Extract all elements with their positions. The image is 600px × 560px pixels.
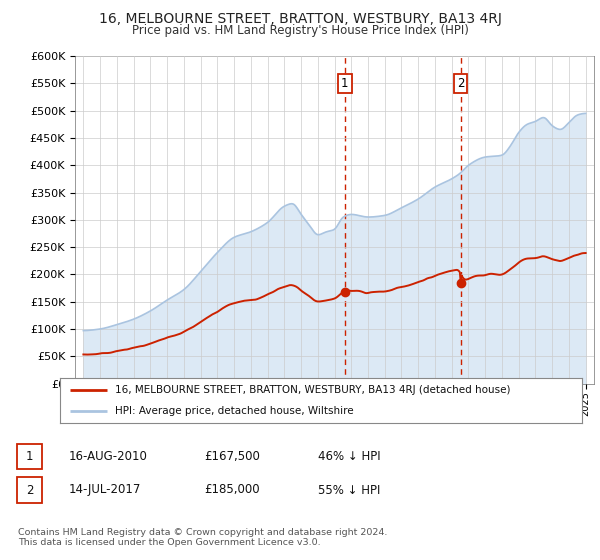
Text: Price paid vs. HM Land Registry's House Price Index (HPI): Price paid vs. HM Land Registry's House … bbox=[131, 24, 469, 36]
Text: 16, MELBOURNE STREET, BRATTON, WESTBURY, BA13 4RJ (detached house): 16, MELBOURNE STREET, BRATTON, WESTBURY,… bbox=[115, 385, 511, 395]
Text: HPI: Average price, detached house, Wiltshire: HPI: Average price, detached house, Wilt… bbox=[115, 405, 353, 416]
Text: £167,500: £167,500 bbox=[204, 450, 260, 463]
Text: 46% ↓ HPI: 46% ↓ HPI bbox=[318, 450, 380, 463]
Text: 1: 1 bbox=[341, 77, 349, 90]
Text: 2: 2 bbox=[457, 77, 464, 90]
Text: 1: 1 bbox=[26, 450, 33, 463]
Text: 16, MELBOURNE STREET, BRATTON, WESTBURY, BA13 4RJ: 16, MELBOURNE STREET, BRATTON, WESTBURY,… bbox=[98, 12, 502, 26]
Text: 55% ↓ HPI: 55% ↓ HPI bbox=[318, 483, 380, 497]
Text: Contains HM Land Registry data © Crown copyright and database right 2024.
This d: Contains HM Land Registry data © Crown c… bbox=[18, 528, 388, 547]
Text: £185,000: £185,000 bbox=[204, 483, 260, 497]
Text: 2: 2 bbox=[26, 483, 33, 497]
Text: 14-JUL-2017: 14-JUL-2017 bbox=[69, 483, 142, 497]
Text: 16-AUG-2010: 16-AUG-2010 bbox=[69, 450, 148, 463]
